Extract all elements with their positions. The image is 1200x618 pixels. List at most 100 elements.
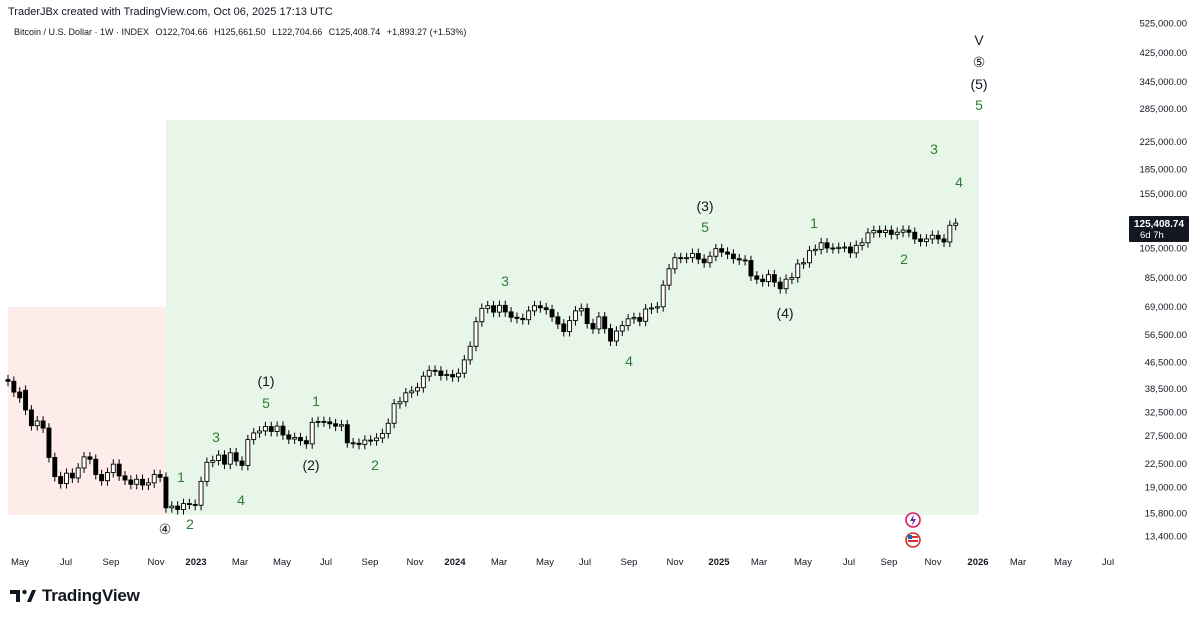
wave-label: 3 — [212, 429, 220, 445]
candle — [333, 418, 339, 432]
candle — [502, 300, 508, 317]
candle — [730, 249, 736, 264]
price-tick-label: 105,000.00 — [1139, 244, 1187, 255]
candle — [719, 243, 725, 258]
candle — [508, 307, 514, 323]
candle — [75, 463, 81, 483]
candle — [87, 452, 93, 465]
symbol-info: Bitcoin / U.S. Dollar · 1W · INDEX O122,… — [14, 27, 470, 37]
candle — [654, 301, 660, 313]
candle — [298, 432, 303, 446]
candle — [877, 225, 883, 238]
candle — [783, 274, 789, 294]
time-tick-label: Nov — [925, 557, 942, 568]
candle — [924, 234, 929, 247]
time-axis[interactable]: May Jul Sep Nov 2023 Mar May Jul Sep Nov 2024 Mar Ma… — [11, 557, 1114, 568]
candle — [356, 438, 362, 450]
price-tick-label: 285,000.00 — [1139, 104, 1187, 115]
tradingview-wordmark: TradingView — [42, 586, 140, 605]
candle — [847, 242, 853, 258]
price-axis[interactable]: 525,000.00 425,000.00 345,000.00 285,000.00… — [1139, 18, 1187, 542]
candle — [842, 242, 847, 253]
candle — [777, 277, 783, 294]
candle — [391, 398, 397, 429]
time-tick-label: Sep — [881, 557, 898, 568]
tradingview-logo[interactable]: TradingView — [10, 586, 140, 606]
candle — [526, 306, 532, 325]
time-tick-label: Jul — [1102, 557, 1114, 568]
candle — [239, 456, 245, 471]
candle — [385, 418, 391, 439]
price-tick-label: 85,000.00 — [1145, 273, 1187, 284]
price-change: +1,893.27 (+1.53%) — [386, 27, 467, 37]
candle — [473, 316, 479, 352]
candle — [233, 447, 239, 467]
candle — [227, 447, 233, 470]
candle — [736, 253, 742, 265]
candle — [608, 323, 613, 347]
wave-label: 2 — [371, 457, 379, 473]
candle — [403, 387, 409, 407]
price-tick-label: 155,000.00 — [1139, 189, 1187, 200]
candles-layer — [5, 218, 959, 515]
candle — [801, 257, 807, 269]
candle — [491, 300, 496, 318]
candle — [701, 254, 707, 268]
candle — [795, 259, 801, 283]
ohlc-close: C125,408.74 — [328, 27, 381, 37]
candle — [953, 218, 959, 231]
candle — [461, 355, 467, 379]
candle — [116, 459, 122, 481]
time-tick-label: Nov — [148, 557, 165, 568]
candle — [578, 303, 584, 316]
candle — [894, 227, 900, 240]
wave-label: 4 — [955, 174, 963, 190]
lightning-icon[interactable] — [905, 512, 921, 528]
candle — [672, 252, 678, 274]
wave-label: 4 — [237, 492, 245, 508]
candle — [34, 416, 40, 431]
ohlc-low: L122,704.66 — [272, 27, 323, 37]
time-tick-label: Jul — [320, 557, 332, 568]
candle — [888, 225, 894, 240]
candle — [198, 476, 204, 511]
time-tick-label: Mar — [751, 557, 767, 568]
candle — [368, 435, 374, 446]
time-tick-label: May — [536, 557, 554, 568]
candle — [268, 421, 274, 437]
price-tick-label: 525,000.00 — [1139, 18, 1187, 29]
wave-label: ⑤ — [973, 54, 986, 70]
candle — [379, 428, 385, 444]
us-flag-icon[interactable] — [905, 532, 921, 548]
candle — [555, 312, 561, 329]
candle — [818, 237, 824, 255]
candle — [824, 237, 830, 253]
candle — [941, 234, 947, 247]
candle — [760, 274, 766, 287]
candle — [771, 269, 777, 288]
symbol-name[interactable]: Bitcoin / U.S. Dollar · 1W · INDEX — [14, 27, 150, 37]
candle — [684, 252, 690, 264]
candle — [836, 242, 842, 254]
candle — [713, 243, 719, 262]
candle — [807, 245, 812, 268]
chart-credit: TraderJBx created with TradingView.com, … — [8, 6, 333, 18]
candle — [23, 385, 28, 415]
candle — [514, 312, 520, 324]
candle — [830, 243, 836, 254]
time-tick-label: Sep — [362, 557, 379, 568]
candle — [151, 469, 157, 488]
tradingview-icon — [10, 589, 36, 602]
time-tick-label: Sep — [103, 557, 120, 568]
candle — [221, 450, 227, 470]
event-icons[interactable] — [905, 512, 921, 548]
price-tick-label: 69,000.00 — [1145, 302, 1187, 313]
candle — [245, 434, 251, 471]
price-tick-label: 56,500.00 — [1145, 330, 1187, 341]
candle — [947, 220, 953, 247]
candle — [192, 499, 198, 511]
candle — [327, 417, 333, 429]
candle — [496, 300, 502, 318]
candle — [602, 312, 608, 334]
